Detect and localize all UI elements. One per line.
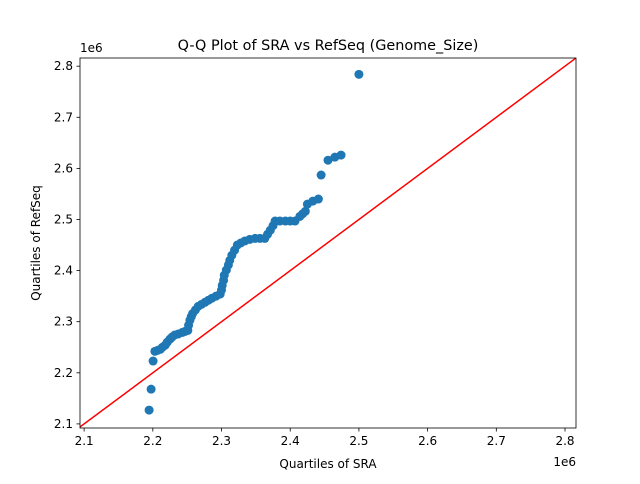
y-offset-label: 1e6: [80, 41, 103, 55]
y-tick-label: 2.5: [54, 212, 73, 226]
data-point: [148, 356, 158, 366]
x-tick-label: 2.3: [212, 434, 231, 448]
x-tick-label: 2.4: [281, 434, 300, 448]
x-tick-label: 2.2: [143, 434, 162, 448]
x-tick-label: 2.8: [555, 434, 574, 448]
x-axis-label: Quartiles of SRA: [279, 457, 377, 471]
data-point: [144, 405, 154, 415]
y-tick-label: 2.8: [54, 59, 73, 73]
data-point: [323, 155, 333, 165]
x-tick-label: 2.5: [349, 434, 368, 448]
data-point: [354, 69, 364, 79]
chart-title: Q-Q Plot of SRA vs RefSeq (Genome_Size): [178, 38, 479, 54]
y-tick-label: 2.3: [54, 315, 73, 329]
x-tick-label: 2.6: [418, 434, 437, 448]
y-tick-label: 2.1: [54, 417, 73, 431]
x-tick-label: 2.7: [487, 434, 506, 448]
y-tick-label: 2.4: [54, 264, 73, 278]
y-tick-label: 2.7: [54, 110, 73, 124]
data-point: [313, 194, 323, 204]
x-tick-label: 2.1: [75, 434, 94, 448]
data-point: [146, 384, 156, 394]
y-axis-label: Quartiles of RefSeq: [29, 185, 43, 301]
reference-line: [80, 58, 576, 428]
data-point: [316, 170, 326, 180]
plot-frame: [79, 57, 577, 429]
x-offset-label: 1e6: [553, 455, 576, 469]
y-tick-label: 2.2: [54, 366, 73, 380]
data-point: [336, 150, 346, 160]
y-tick-label: 2.6: [54, 161, 73, 175]
data-point: [300, 206, 310, 216]
